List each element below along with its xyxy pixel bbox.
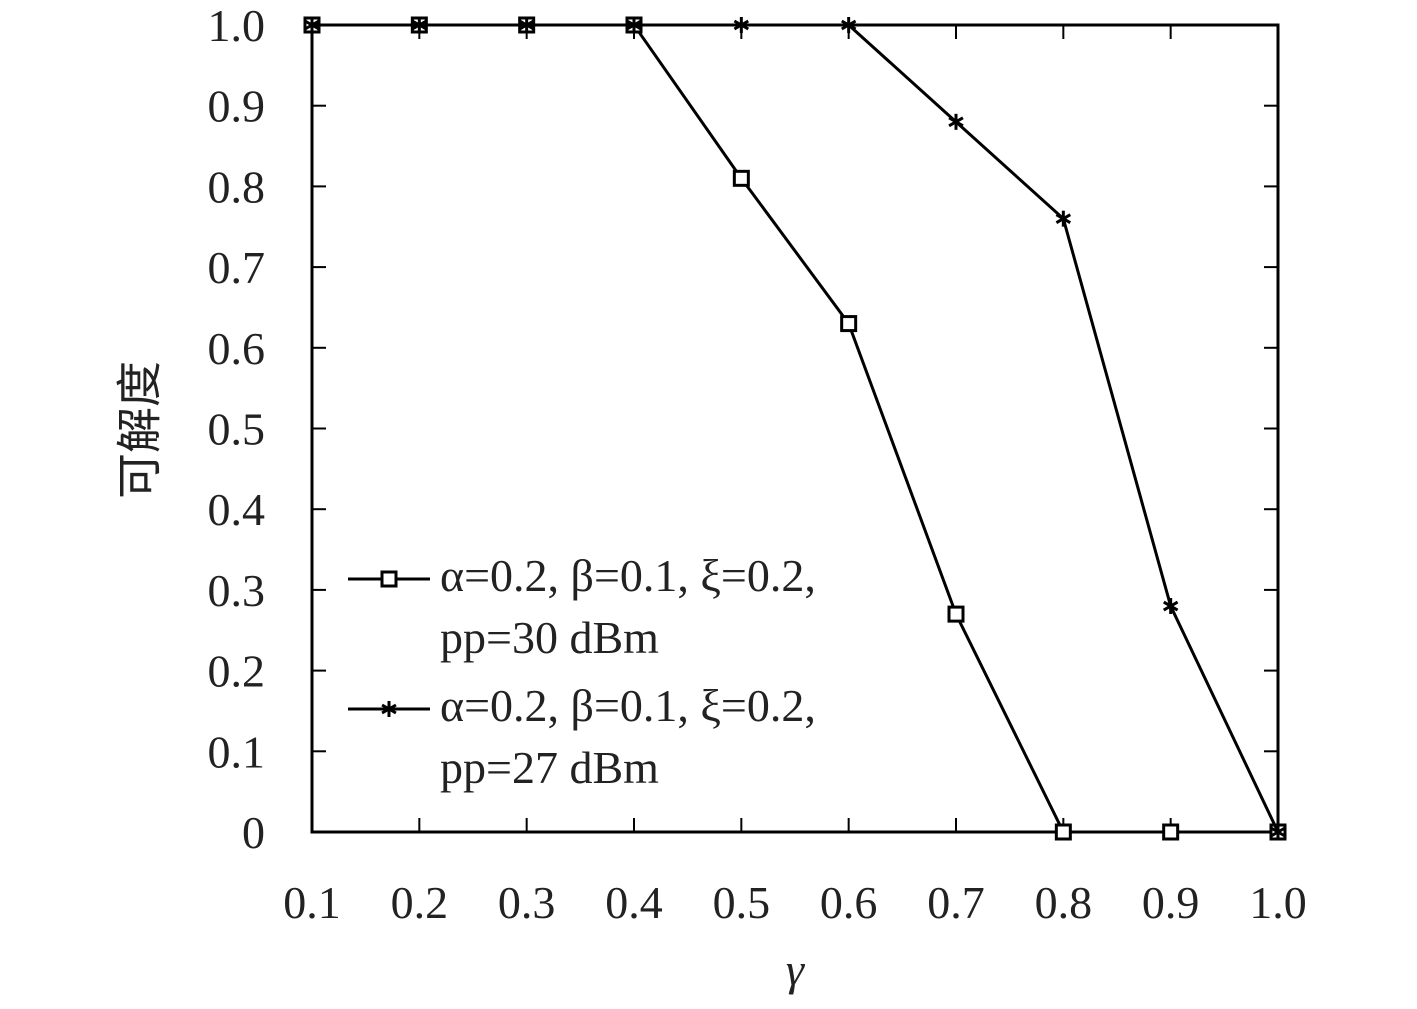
y-tick-label: 0.5 [208, 404, 266, 455]
marker [380, 570, 398, 588]
marker-stroke [948, 116, 964, 128]
y-tick-label: 0.3 [208, 565, 266, 616]
y-tick-label: 1.0 [208, 0, 266, 51]
marker-stroke [1055, 213, 1072, 224]
marker-stroke [840, 19, 857, 31]
y-tick-label: 0.1 [208, 726, 266, 777]
x-tick-label: 0.8 [1035, 877, 1093, 928]
marker-stroke [1270, 826, 1286, 838]
y-tick-label: 0.7 [208, 242, 266, 293]
marker-stroke [733, 19, 750, 31]
x-tick-label: 0.5 [713, 877, 771, 928]
series-line [312, 23, 1280, 833]
y-tick-label: 0.9 [208, 81, 266, 132]
marker [1055, 210, 1072, 227]
x-tick-label: 0.2 [391, 877, 449, 928]
marker-stroke [381, 703, 397, 715]
x-tick-label: 0.3 [498, 877, 556, 928]
legend-swatch [348, 570, 430, 588]
y-tick-label: 0.6 [208, 323, 266, 374]
legend-item: α=0.2, β=0.1, ξ=0.2, pp=30 dBm [345, 545, 930, 669]
marker [948, 113, 964, 130]
y-axis-label: 可解度 [115, 361, 166, 499]
marker-stroke [1162, 600, 1179, 612]
marker [1162, 823, 1180, 841]
marker [304, 17, 320, 33]
y-tick-label: 0 [242, 807, 265, 858]
marker [840, 17, 857, 33]
y-tick-label: 0.2 [208, 646, 266, 697]
marker [947, 605, 965, 623]
marker [733, 17, 750, 33]
y-tick-label: 0.8 [208, 161, 266, 212]
legend-swatch [348, 701, 430, 717]
marker-stroke [626, 19, 642, 31]
marker [1270, 824, 1286, 840]
marker [732, 169, 750, 187]
x-tick-label: 0.1 [283, 877, 341, 928]
legend-label: α=0.2, β=0.1, ξ=0.2, pp=27 dBm [440, 680, 816, 793]
marker [626, 17, 642, 33]
x-tick-label: 0.7 [927, 877, 985, 928]
marker [840, 315, 858, 333]
marker [518, 17, 535, 33]
legend: α=0.2, β=0.1, ξ=0.2, pp=30 dBm α=0.2, β=0… [345, 545, 930, 805]
marker-stroke [411, 19, 428, 31]
marker [1054, 823, 1072, 841]
x-axis-label: γ [786, 944, 806, 995]
marker [381, 701, 397, 717]
y-tick-label: 0.4 [208, 484, 266, 535]
marker [411, 17, 428, 33]
marker [1162, 598, 1179, 615]
x-tick-label: 0.9 [1142, 877, 1200, 928]
x-tick-label: 1.0 [1249, 877, 1307, 928]
x-tick-label: 0.4 [605, 877, 663, 928]
marker-stroke [304, 19, 320, 31]
marker-stroke [518, 19, 535, 31]
x-tick-label: 0.6 [820, 877, 878, 928]
legend-label: α=0.2, β=0.1, ξ=0.2, pp=30 dBm [440, 550, 816, 663]
legend-item: α=0.2, β=0.1, ξ=0.2, pp=27 dBm [345, 675, 930, 799]
